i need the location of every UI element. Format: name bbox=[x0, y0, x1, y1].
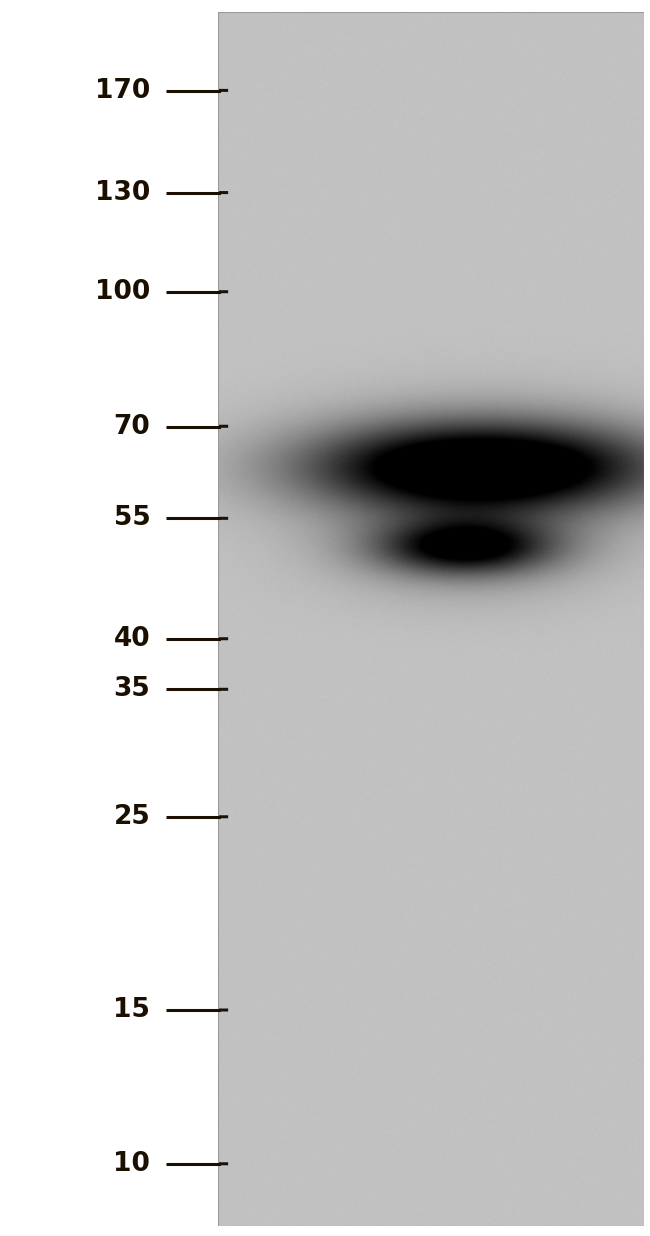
Text: 70: 70 bbox=[114, 414, 150, 440]
Text: 170: 170 bbox=[95, 78, 150, 104]
Text: 55: 55 bbox=[114, 506, 150, 531]
Text: 15: 15 bbox=[113, 997, 150, 1023]
Text: 130: 130 bbox=[95, 179, 150, 205]
Text: 40: 40 bbox=[114, 625, 150, 651]
Text: 25: 25 bbox=[114, 803, 150, 829]
Text: 35: 35 bbox=[114, 676, 150, 702]
Text: 100: 100 bbox=[95, 279, 150, 305]
Text: 10: 10 bbox=[113, 1151, 150, 1177]
